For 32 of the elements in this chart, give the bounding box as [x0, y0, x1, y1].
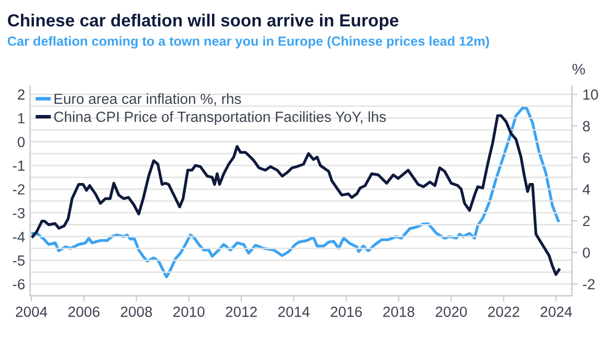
- y-tick-label: 0: [18, 136, 25, 148]
- y-tick-label: 1: [18, 113, 25, 124]
- x-tick-label: 2018: [383, 306, 414, 317]
- x-tick-label: 2022: [488, 306, 520, 317]
- y2-tick-label: 6: [583, 152, 590, 163]
- y2-tick-label: 0: [582, 247, 590, 258]
- y2-tick-label: 8: [582, 121, 590, 132]
- x-tick-label: 2008: [120, 306, 152, 317]
- x-tick-label: 2016: [330, 306, 362, 317]
- y2-tick-label: 2: [583, 216, 590, 226]
- y2-axis-title: %: [572, 64, 585, 75]
- chart-title: Chinese car deflation will soon arrive in Europe: [8, 14, 398, 30]
- x-tick-label: 2010: [173, 306, 204, 317]
- y2-tick-label: -2: [582, 279, 595, 290]
- x-tick-label: 2006: [68, 306, 100, 317]
- y-tick-label: -4: [12, 232, 25, 242]
- y-tick-label: -6: [12, 279, 25, 290]
- y-tick-label: 2: [18, 89, 25, 100]
- x-tick-label: 2020: [436, 306, 467, 317]
- x-tick-label: 2012: [226, 306, 257, 317]
- legend-label: China CPI Price of Transportation Facilities YoY, lhs: [54, 111, 386, 125]
- x-tick-label: 2024: [540, 306, 572, 317]
- y-tick-label: -2: [12, 184, 25, 194]
- chart-subtitle: Car deflation coming to a town near you in Europe (Chinese prices lead 12m): [8, 36, 489, 48]
- x-tick-label: 2004: [16, 306, 48, 317]
- y-tick-label: -3: [12, 208, 25, 218]
- y-tick-label: -5: [12, 256, 25, 266]
- y2-tick-label: 10: [583, 89, 598, 100]
- x-tick-label: 2014: [278, 306, 310, 317]
- y-tick-label: -1: [12, 160, 25, 171]
- y2-tick-label: 4: [582, 184, 590, 194]
- legend-label: Euro area car inflation %, rhs: [54, 93, 241, 106]
